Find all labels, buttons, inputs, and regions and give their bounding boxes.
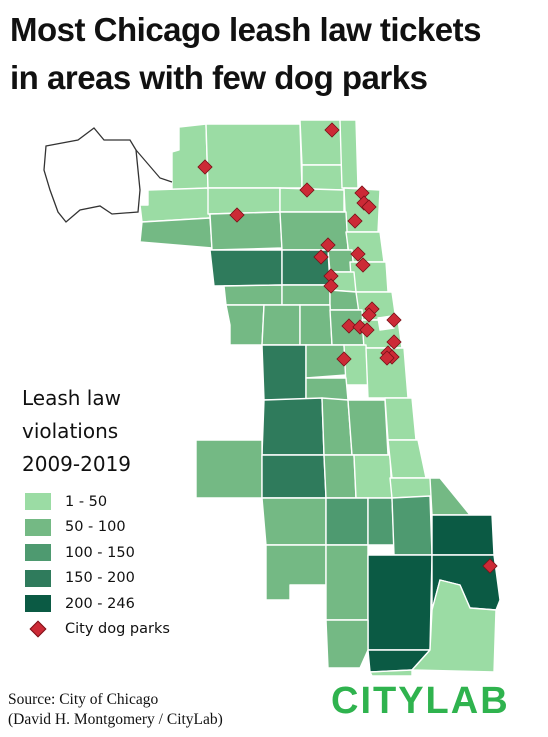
dog-park-marker-icon: [29, 620, 47, 638]
community-area-33: [261, 397, 325, 456]
community-area-36: [384, 397, 417, 441]
legend-item-50-100: 50 - 100: [22, 515, 222, 541]
dog-park-marker-14: [323, 278, 339, 294]
legend-item-200-246: 200 - 246: [22, 591, 222, 617]
community-area-24: [261, 304, 301, 346]
community-area-35: [347, 399, 389, 456]
legend-title-line-1: Leash law: [22, 386, 121, 410]
dog-park-marker-25: [336, 351, 352, 367]
community-area-47: [429, 477, 471, 516]
dog-park-marker-9: [320, 237, 336, 253]
legend-swatch-2: [25, 518, 51, 536]
community-area-2: [205, 123, 303, 189]
legend-swatch-3: [25, 544, 51, 562]
title-line-1: Most Chicago leash law tickets: [10, 11, 481, 48]
community-area-32: [305, 377, 349, 401]
community-area-44: [325, 497, 369, 546]
community-area-12: [279, 211, 349, 251]
community-area-46: [391, 495, 433, 556]
dog-park-marker-24: [379, 350, 395, 366]
dog-park-marker-26: [482, 558, 498, 574]
dog-park-marker-11: [313, 249, 329, 265]
community-area-28: [261, 344, 307, 401]
legend-title-line-3: 2009-2019: [22, 452, 132, 476]
community-area-41: [387, 439, 427, 479]
community-area-50: [367, 554, 433, 651]
dog-park-marker-18: [341, 318, 357, 334]
community-area-45: [367, 497, 395, 546]
legend-item-dog-parks: City dog parks: [22, 617, 222, 643]
legend-label-dog-parks: City dog parks: [65, 621, 170, 638]
legend-swatch-4: [25, 569, 51, 587]
dog-park-marker-2: [197, 159, 213, 175]
dog-park-marker-12: [355, 257, 371, 273]
legend-swatch-5: [25, 595, 51, 613]
community-area-10: [139, 217, 213, 249]
dog-park-marker-20: [359, 322, 375, 338]
community-area-11: [209, 211, 283, 251]
source-line-1: Source: City of Chicago: [8, 691, 159, 708]
legend-label-4: 150 - 200: [65, 570, 135, 587]
community-area-23: [225, 304, 265, 346]
community-areas: [139, 119, 501, 677]
dog-park-marker-10: [350, 246, 366, 262]
community-area-1: [171, 123, 209, 191]
community-area-48: [265, 544, 327, 601]
dog-park-marker-21: [386, 334, 402, 350]
community-area-56: [369, 669, 413, 677]
community-area-25: [299, 304, 333, 346]
dog-park-marker-1: [324, 122, 340, 138]
dog-park-marker-8: [347, 213, 363, 229]
community-area-20: [281, 284, 331, 306]
source-line-2: (David H. Montgomery / CityLab): [8, 711, 223, 728]
dog-park-marker-13: [323, 268, 339, 284]
community-area-43: [261, 497, 327, 546]
legend-item-1-50: 1 - 50: [22, 489, 222, 515]
map-title: Most Chicago leash law tickets in areas …: [10, 6, 540, 102]
community-area-39: [323, 454, 357, 499]
legend-label-5: 200 - 246: [65, 595, 135, 612]
dog-park-marker-16: [361, 307, 377, 323]
legend-item-150-200: 150 - 200: [22, 566, 222, 592]
community-area-14: [209, 249, 283, 287]
community-area-6: [139, 187, 211, 223]
dog-park-markers: [197, 122, 498, 574]
dog-park-marker-3: [299, 182, 315, 198]
dog-park-marker-6: [361, 199, 377, 215]
community-area-49: [325, 544, 369, 621]
legend-label-1: 1 - 50: [65, 493, 108, 510]
legend: Leash law violations 2009-2019 1 - 50 50…: [22, 382, 222, 642]
source-credit: Source: City of Chicago (David H. Montgo…: [8, 690, 223, 730]
community-area-38: [261, 454, 327, 499]
community-area-5: [339, 119, 359, 189]
ohare-outline: [43, 127, 141, 223]
community-area-40: [353, 454, 393, 499]
ohare-area-outline: [43, 127, 173, 223]
community-area-19: [223, 284, 283, 306]
legend-label-2: 50 - 100: [65, 519, 126, 536]
legend-label-3: 100 - 150: [65, 544, 135, 561]
community-area-55: [411, 579, 497, 673]
community-area-53: [325, 619, 369, 669]
title-line-2: in areas with few dog parks: [10, 59, 428, 96]
dog-park-marker-4: [354, 185, 370, 201]
legend-title-line-2: violations: [22, 419, 119, 443]
community-area-7: [207, 187, 281, 215]
legend-swatch-1: [25, 493, 51, 511]
dog-park-marker-17: [386, 312, 402, 328]
citylab-logo: CITYLAB: [331, 680, 510, 722]
community-area-34: [321, 397, 353, 456]
dog-park-marker-7: [229, 207, 245, 223]
community-area-30: [343, 344, 369, 386]
legend-item-100-150: 100 - 150: [22, 540, 222, 566]
community-area-51: [431, 514, 495, 556]
ohare-connector: [135, 149, 173, 183]
